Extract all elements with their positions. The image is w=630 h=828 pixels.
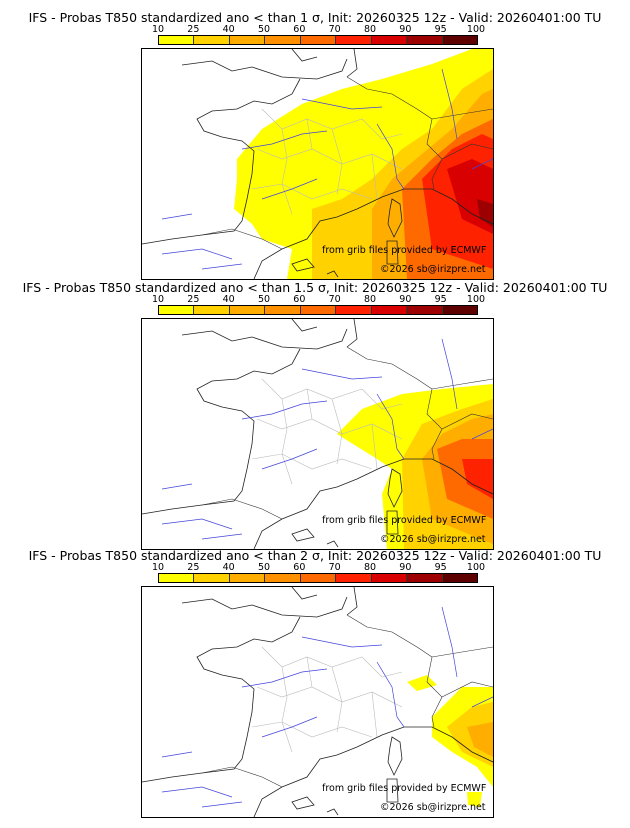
colorbar-ticks: 10 25 40 50 60 70 80 90 95 100 [152,294,485,305]
colorbar-tick-label: 90 [399,24,412,35]
colorbar-tick-label: 40 [222,562,235,573]
colorbar-tick-label: 50 [257,294,271,305]
panel-title: IFS - Probas T850 standardized ano < tha… [22,280,608,295]
colorbar-swatch [407,574,443,582]
colorbar-swatch [300,306,337,314]
colorbar-ticks: 10 25 40 50 60 70 80 90 95 100 [152,562,485,573]
colorbar-swatch [265,36,301,44]
prob-area-90 [477,199,493,227]
colorbar-swatch [194,36,230,44]
colorbar-swatch [336,36,372,44]
colorbar-tick-label: 80 [363,562,377,573]
source-credit: from grib files provided by ECMWF [322,783,487,794]
colorbar-swatch [336,574,372,582]
colorbar-swatch [407,36,443,44]
colorbar-swatch [371,574,408,582]
colorbar-tick-label: 40 [222,294,235,305]
colorbar-tick-label: 10 [151,562,165,573]
colorbar-swatch [265,306,301,314]
colorbar-tick-label: 25 [187,24,200,35]
colorbar-swatch [442,36,477,44]
colorbar-tick-label: 95 [434,294,447,305]
colorbar-tick-label: 80 [363,294,377,305]
colorbar [158,573,478,583]
map-canvas [141,586,494,818]
colorbar-tick-label: 60 [293,562,306,573]
colorbar-tick-label: 10 [151,294,165,305]
copyright-credit: ©2026 sb@irizpre.net [380,802,486,813]
colorbar-tick-label: 50 [257,562,271,573]
colorbar-tick-label: 50 [257,24,271,35]
panel-1: IFS - Probas T850 standardized ano < tha… [0,0,630,280]
map-canvas [141,48,494,280]
panel-3: IFS - Probas T850 standardized ano < tha… [0,538,630,818]
source-credit: from grib files provided by ECMWF [322,245,487,256]
copyright-credit: ©2026 sb@irizpre.net [380,534,486,545]
panel-title: IFS - Probas T850 standardized ano < tha… [28,10,602,25]
source-credit: from grib files provided by ECMWF [322,515,487,526]
probability-map[interactable] [141,48,494,280]
colorbar-tick-label: 10 [151,24,165,35]
colorbar-ticks: 10 25 40 50 60 70 80 90 95 100 [152,24,485,35]
colorbar-swatch [442,574,477,582]
colorbar-swatch [159,574,195,582]
colorbar-tick-label: 100 [466,294,486,305]
colorbar-swatch [159,36,195,44]
colorbar-tick-label: 70 [328,24,341,35]
colorbar-swatch [265,574,301,582]
colorbar-tick-label: 25 [187,294,200,305]
colorbar-swatch [229,306,266,314]
panel-2: IFS - Probas T850 standardized ano < tha… [0,270,630,550]
colorbar-swatch [194,306,230,314]
colorbar-tick-label: 70 [328,562,341,573]
colorbar-swatch [371,306,408,314]
colorbar-swatch [300,574,337,582]
colorbar-tick-label: 60 [293,24,306,35]
colorbar [158,305,478,315]
prob-area-40 [467,722,493,757]
map-canvas [141,318,494,550]
colorbar-tick-label: 100 [466,562,486,573]
colorbar-swatch [300,36,337,44]
colorbar-tick-label: 100 [466,24,486,35]
probability-map[interactable] [141,586,494,818]
colorbar-swatch [229,36,266,44]
panel-title: IFS - Probas T850 standardized ano < tha… [28,548,602,563]
colorbar-tick-label: 25 [187,562,200,573]
colorbar-swatch [159,306,195,314]
colorbar-swatch [194,574,230,582]
colorbar-swatch [229,574,266,582]
colorbar-swatch [407,306,443,314]
probability-map[interactable] [141,318,494,550]
colorbar [158,35,478,45]
colorbar-tick-label: 90 [399,294,412,305]
colorbar-swatch [442,306,477,314]
colorbar-swatch [371,36,408,44]
colorbar-tick-label: 70 [328,294,341,305]
colorbar-tick-label: 60 [293,294,306,305]
copyright-credit: ©2026 sb@irizpre.net [380,264,486,275]
colorbar-tick-label: 90 [399,562,412,573]
colorbar-tick-label: 80 [363,24,377,35]
prob-area-70 [462,459,493,499]
colorbar-swatch [336,306,372,314]
colorbar-tick-label: 95 [434,24,447,35]
colorbar-tick-label: 95 [434,562,447,573]
colorbar-tick-label: 40 [222,24,235,35]
